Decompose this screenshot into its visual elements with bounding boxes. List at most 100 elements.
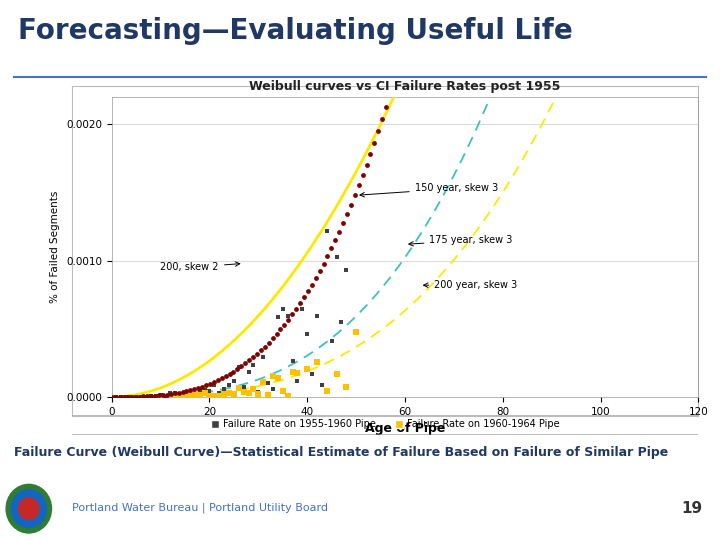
Point xyxy=(189,390,200,399)
Point xyxy=(243,356,255,365)
Point xyxy=(204,379,216,388)
Point xyxy=(248,361,259,370)
Point xyxy=(228,367,239,376)
Text: 200 year, skew 3: 200 year, skew 3 xyxy=(423,280,518,290)
Point xyxy=(192,383,204,392)
Point xyxy=(153,391,165,400)
Point xyxy=(287,368,298,376)
Point xyxy=(209,380,220,389)
Point xyxy=(322,252,333,260)
Point xyxy=(297,305,308,313)
Text: 200, skew 2: 200, skew 2 xyxy=(161,262,240,273)
Point xyxy=(134,392,145,401)
Point xyxy=(194,390,205,399)
Point xyxy=(161,390,173,399)
Point xyxy=(233,384,245,393)
Point xyxy=(140,393,152,401)
Point xyxy=(197,382,208,391)
Point xyxy=(164,393,176,401)
Point xyxy=(287,310,298,319)
Point xyxy=(189,384,200,393)
Point xyxy=(292,369,303,377)
Point xyxy=(263,338,274,347)
Point xyxy=(125,393,137,401)
Point xyxy=(164,389,176,397)
Point xyxy=(258,353,269,362)
Point xyxy=(294,299,306,308)
Point xyxy=(361,160,372,169)
Point xyxy=(377,115,388,124)
Point xyxy=(243,368,254,376)
Point xyxy=(253,388,264,396)
Point xyxy=(169,389,181,397)
Point xyxy=(330,236,341,245)
Point xyxy=(353,181,364,190)
Point xyxy=(311,312,323,320)
Point xyxy=(160,393,171,401)
Point xyxy=(251,349,263,358)
Point xyxy=(253,390,264,399)
Point xyxy=(259,342,271,351)
X-axis label: Age of Pipe: Age of Pipe xyxy=(365,422,445,435)
Point xyxy=(157,390,168,399)
Point xyxy=(238,388,249,397)
Point xyxy=(114,393,126,401)
Title: Weibull curves vs CI Failure Rates post 1955: Weibull curves vs CI Failure Rates post … xyxy=(249,80,561,93)
Point xyxy=(330,253,342,261)
Point xyxy=(173,388,184,397)
Point xyxy=(184,391,196,400)
Point xyxy=(213,392,225,401)
Point xyxy=(218,390,230,399)
Point xyxy=(212,376,224,384)
Point xyxy=(372,127,384,136)
Point xyxy=(275,325,287,334)
Point xyxy=(235,362,247,370)
Point xyxy=(277,305,289,313)
Circle shape xyxy=(12,490,47,528)
Point xyxy=(232,364,243,373)
Point xyxy=(135,393,147,401)
Point xyxy=(318,259,329,268)
Circle shape xyxy=(6,484,52,533)
Point xyxy=(213,389,225,397)
Point xyxy=(302,364,313,373)
Text: 175 year, skew 3: 175 year, skew 3 xyxy=(409,235,513,246)
Point xyxy=(333,227,345,236)
Point xyxy=(174,391,186,400)
Point xyxy=(169,389,181,397)
Point xyxy=(380,103,392,111)
Text: Failure Curve (Weibull Curve)—Statistical Estimate of Failure Based on Failure o: Failure Curve (Weibull Curve)—Statistica… xyxy=(14,446,668,459)
Point xyxy=(279,320,290,329)
Point xyxy=(302,330,313,339)
Point xyxy=(223,389,235,398)
Point xyxy=(314,267,325,275)
Point xyxy=(271,330,282,339)
Point xyxy=(341,266,352,274)
Point xyxy=(200,381,212,389)
Point xyxy=(326,337,338,346)
Point xyxy=(155,392,166,401)
Point xyxy=(267,334,279,343)
Point xyxy=(233,363,245,372)
Point xyxy=(306,280,318,289)
Point xyxy=(292,377,303,386)
Point xyxy=(243,388,254,397)
Point xyxy=(130,393,142,401)
Point xyxy=(110,393,122,401)
Point xyxy=(179,391,191,400)
Point xyxy=(262,379,274,387)
Point xyxy=(277,387,289,395)
Point xyxy=(357,171,369,180)
Point xyxy=(118,393,130,401)
Point xyxy=(349,191,361,200)
Point xyxy=(298,293,310,301)
Point xyxy=(272,374,284,383)
Point xyxy=(130,393,141,401)
Point xyxy=(330,370,342,379)
Text: 150 year, skew 3: 150 year, skew 3 xyxy=(360,184,498,197)
Point xyxy=(384,90,396,99)
Point xyxy=(204,387,215,396)
Point xyxy=(145,392,156,400)
Y-axis label: % of Failed Segments: % of Failed Segments xyxy=(50,191,60,303)
Point xyxy=(240,359,251,368)
